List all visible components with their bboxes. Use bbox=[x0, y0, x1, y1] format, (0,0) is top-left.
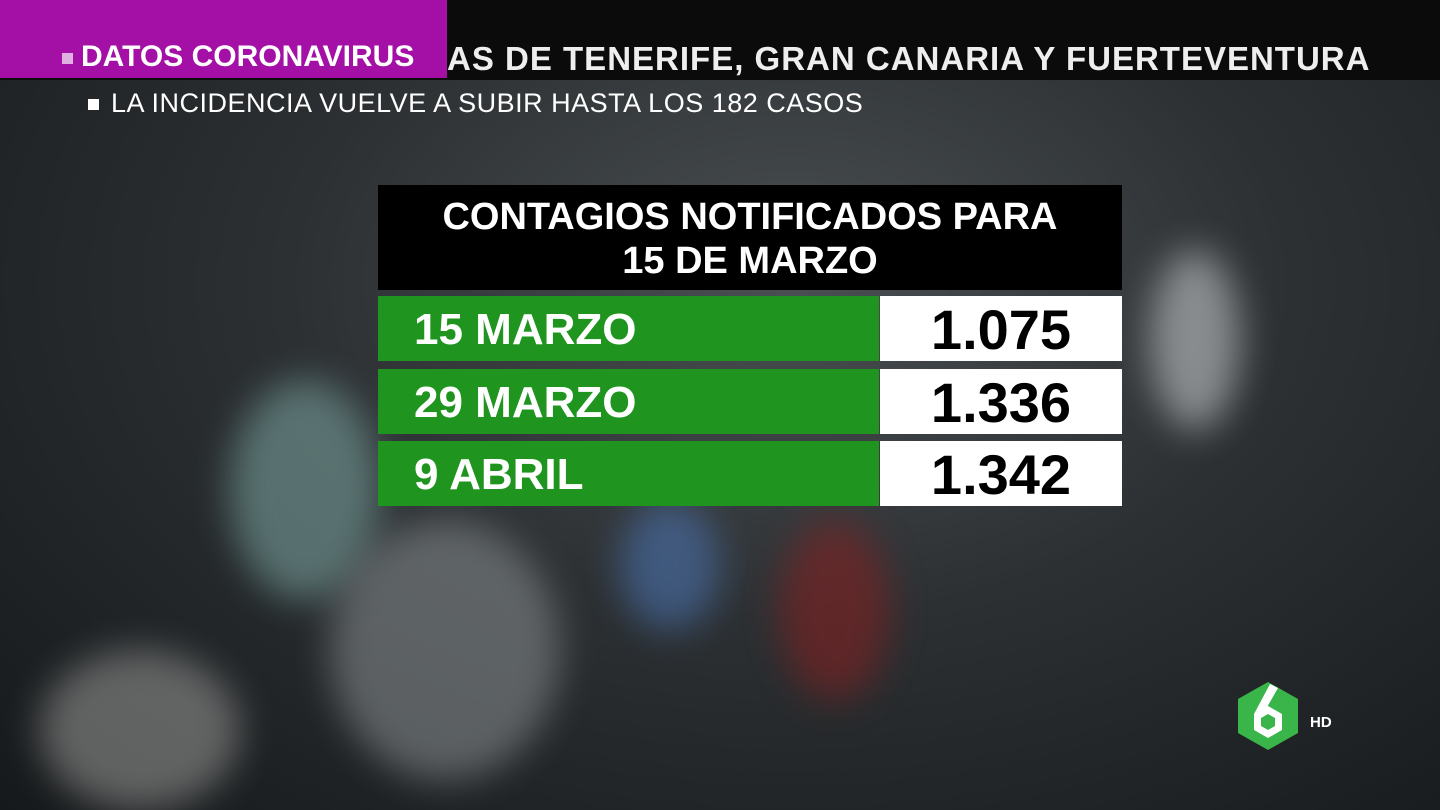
background-figure bbox=[1150, 250, 1240, 430]
table-row: 15 MARZO 1.075 bbox=[378, 296, 1122, 361]
subline: LA INCIDENCIA VUELVE A SUBIR HASTA LOS 1… bbox=[88, 88, 863, 119]
row-value: 1.336 bbox=[880, 368, 1122, 434]
table-row: 29 MARZO 1.336 bbox=[378, 368, 1122, 434]
ticker-text: AS DE TENERIFE, GRAN CANARIA Y FUERTEVEN… bbox=[447, 40, 1371, 77]
row-label: 29 MARZO bbox=[378, 368, 879, 434]
row-value: 1.075 bbox=[880, 296, 1122, 361]
hd-badge: HD bbox=[1310, 714, 1332, 731]
background-figure bbox=[40, 650, 240, 810]
table-row: 9 ABRIL 1.342 bbox=[378, 441, 1122, 506]
background-figure bbox=[620, 500, 720, 630]
channel-logo bbox=[1238, 682, 1298, 750]
section-tag-text: DATOS CORONAVIRUS bbox=[62, 40, 414, 74]
section-tag: DATOS CORONAVIRUS bbox=[0, 0, 447, 78]
table-title: CONTAGIOS NOTIFICADOS PARA 15 DE MARZO bbox=[378, 185, 1122, 290]
row-label: 9 ABRIL bbox=[378, 441, 879, 506]
background-figure bbox=[330, 520, 560, 780]
background-figure bbox=[230, 380, 380, 600]
background-figure bbox=[780, 520, 890, 700]
row-label: 15 MARZO bbox=[378, 296, 879, 361]
row-value: 1.342 bbox=[880, 441, 1122, 506]
